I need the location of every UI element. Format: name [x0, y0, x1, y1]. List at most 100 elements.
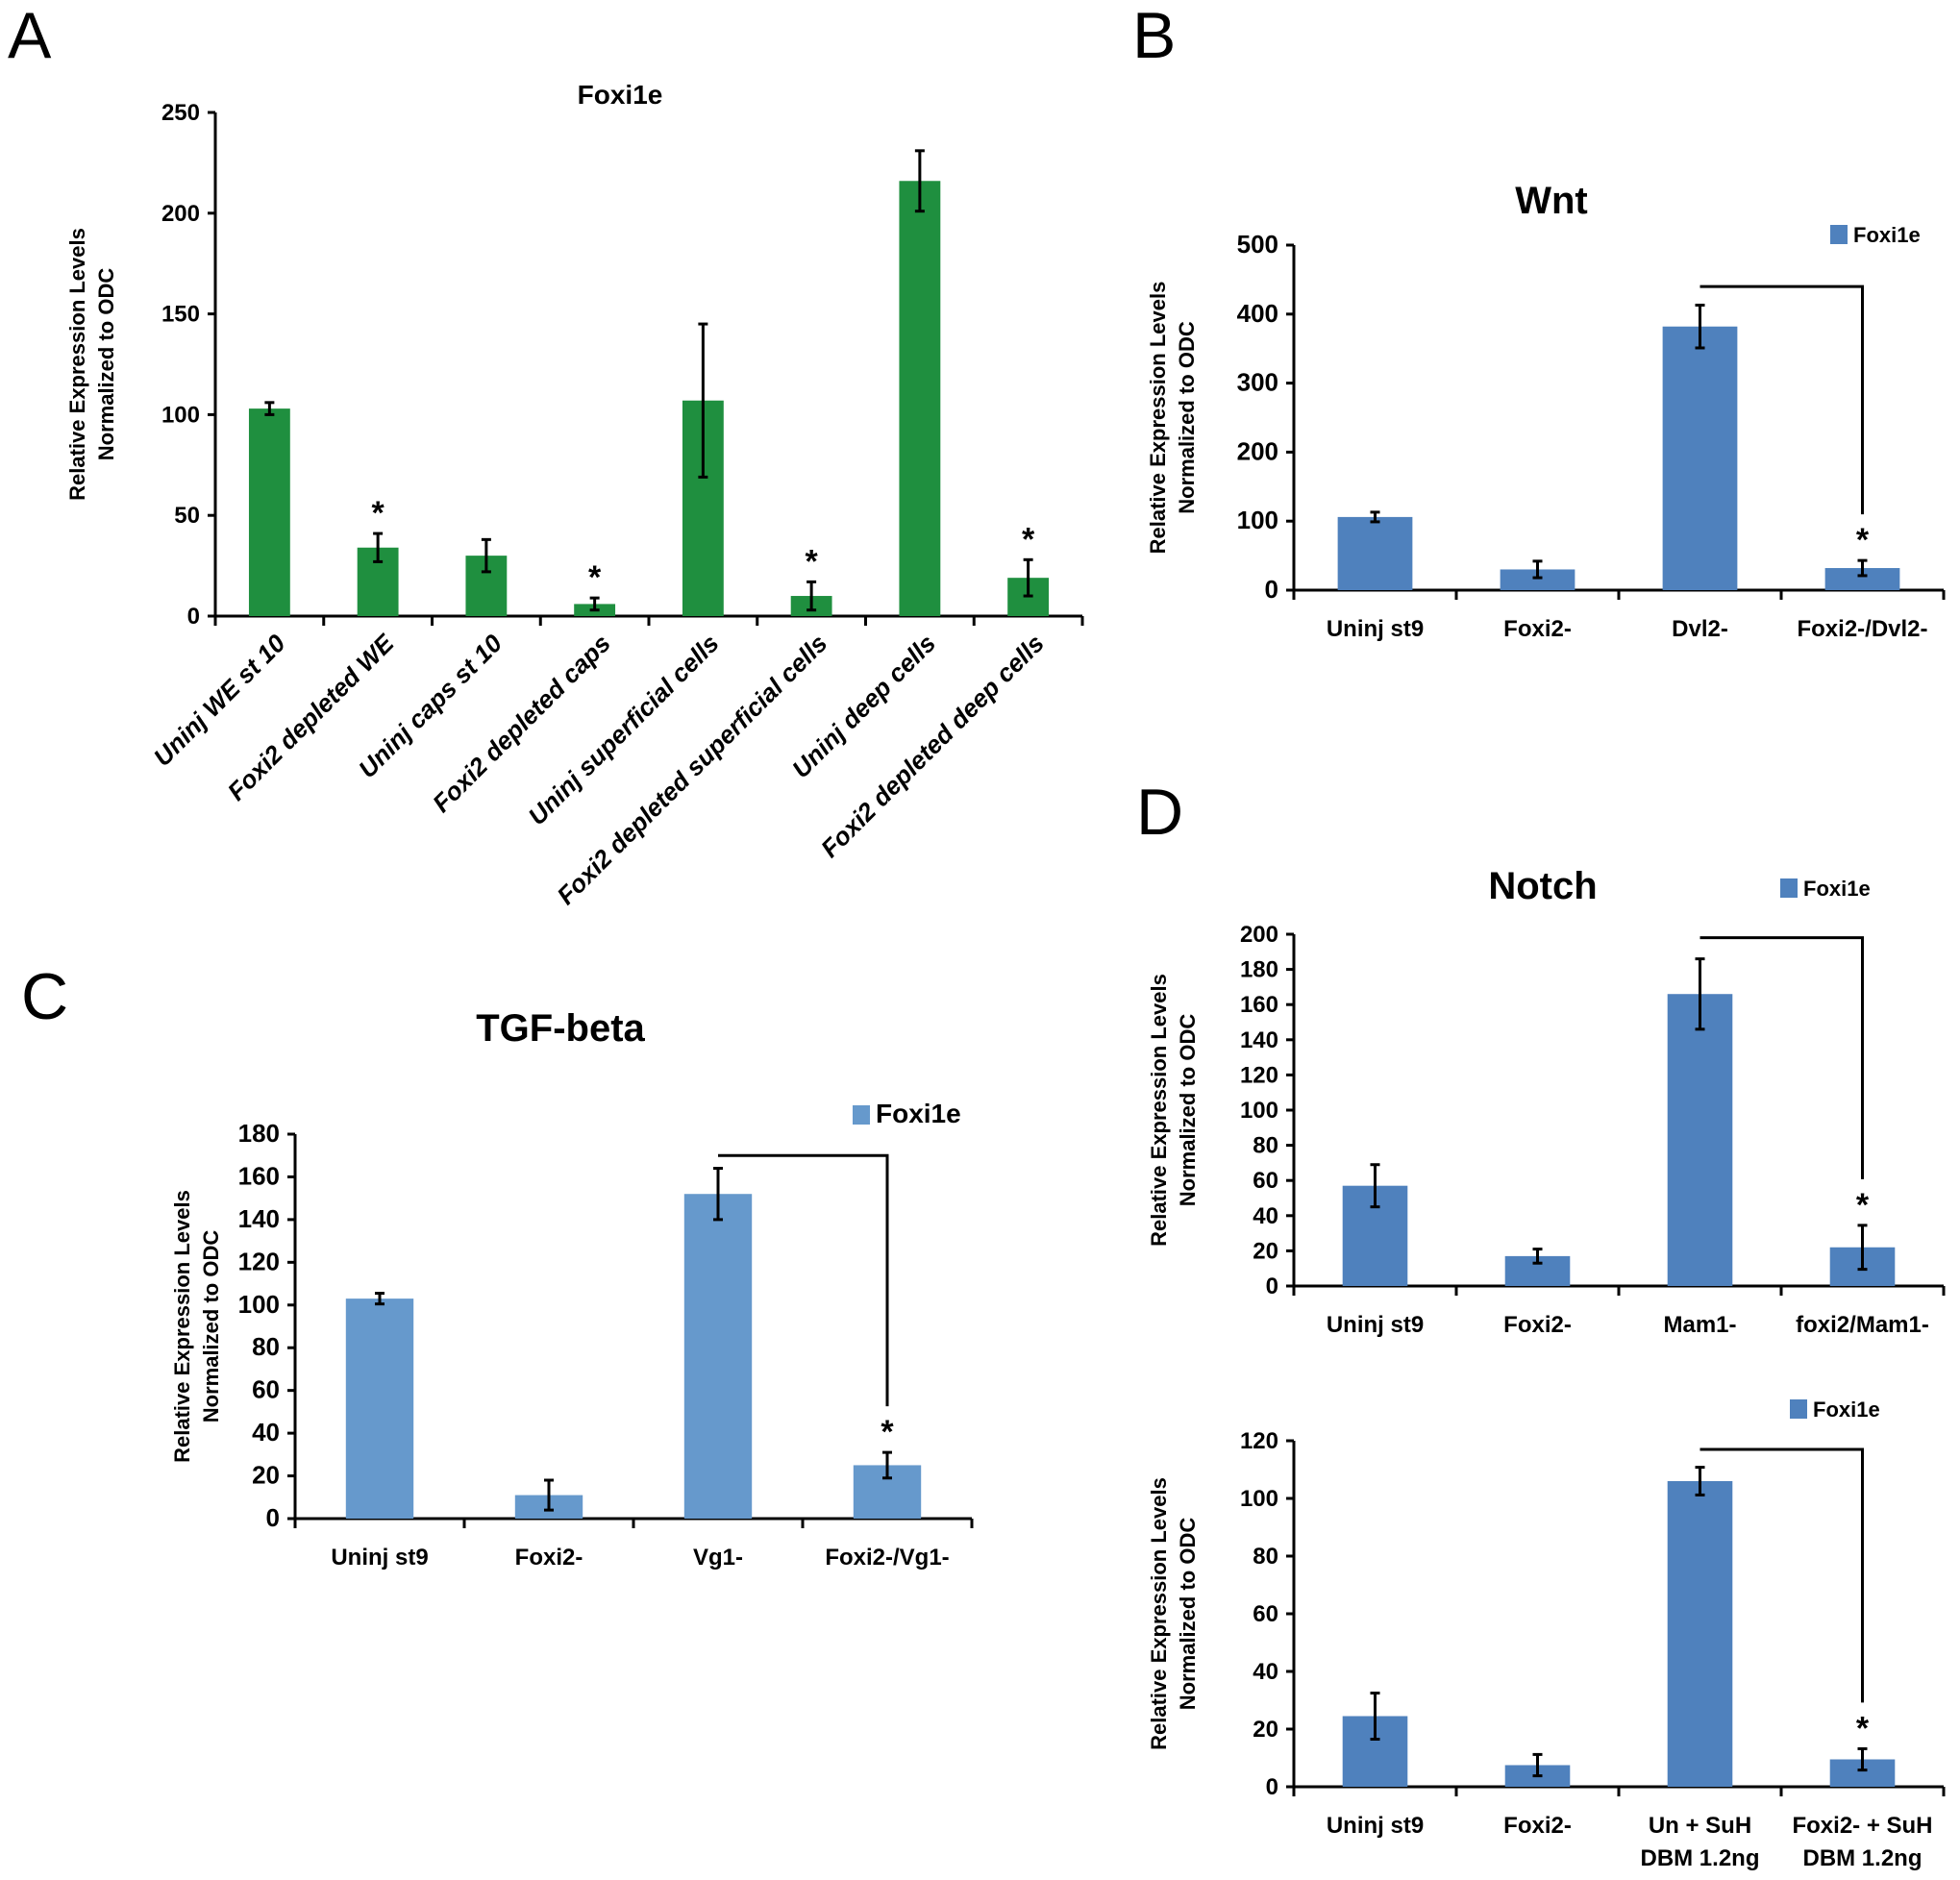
y-tick-label: 60 [1253, 1601, 1278, 1627]
x-tick-label: Foxi2- [1503, 616, 1572, 642]
legend-label: Foxi1e [876, 1099, 961, 1128]
y-tick-label: 200 [1240, 922, 1278, 948]
panel-letter-b: B [1132, 0, 1176, 72]
significance-bracket [718, 1153, 889, 1407]
y-tick-label: 40 [252, 1418, 280, 1447]
y-axis-label: Relative Expression Levels [170, 1190, 194, 1463]
y-tick-label: 250 [161, 100, 200, 126]
chart-title: Foxi1e [578, 80, 663, 110]
x-tick-label: Dvl2- [1672, 616, 1728, 642]
y-tick-label: 150 [161, 302, 200, 328]
y-tick-label: 500 [1237, 230, 1278, 259]
y-tick-label: 100 [238, 1290, 280, 1319]
y-tick-label: 20 [252, 1461, 280, 1490]
significance-star: * [1856, 522, 1870, 558]
y-tick-label: 200 [1237, 436, 1278, 465]
legend-label: Foxi1e [1803, 877, 1871, 901]
y-tick-label: 0 [1266, 1774, 1278, 1800]
significance-star: * [1856, 1710, 1870, 1746]
significance-star: * [588, 559, 602, 596]
panel-letter-a: A [8, 0, 52, 72]
significance-star: * [372, 495, 385, 532]
y-axis-label: Normalized to ODC [1176, 1014, 1200, 1207]
y-axis-label: Normalized to ODC [1176, 1518, 1200, 1711]
significance-star: * [806, 543, 819, 580]
x-tick-label: Foxi2-/Vg1- [825, 1545, 949, 1571]
legend-swatch [1780, 878, 1798, 898]
y-tick-label: 100 [1237, 506, 1278, 534]
bar [1824, 568, 1900, 590]
y-tick-label: 300 [1237, 368, 1278, 397]
x-tick-label: Foxi2-/Dvl2- [1797, 616, 1927, 642]
y-tick-label: 80 [1253, 1544, 1278, 1570]
x-tick-label: Foxi2 depleted deep cells [815, 629, 1050, 863]
y-tick-label: 160 [1240, 992, 1278, 1018]
chart-c: TGF-beta Relative Expression Levels Normal… [170, 1007, 974, 1571]
legend-swatch [1830, 225, 1848, 244]
legend-label: Foxi1e [1853, 223, 1921, 247]
y-tick-label: 400 [1237, 299, 1278, 328]
bar [1662, 326, 1738, 590]
x-tick-label: Foxi2- [1503, 1312, 1572, 1338]
y-tick-label: 0 [1266, 1274, 1278, 1299]
chart-title: Notch [1488, 865, 1597, 907]
significance-star: * [1856, 1187, 1870, 1224]
y-tick-label: 80 [252, 1332, 280, 1361]
y-axis-label: Normalized to ODC [1175, 321, 1199, 514]
y-tick-label: 0 [1265, 575, 1278, 604]
bar [248, 408, 290, 616]
x-tick-label: Foxi2 depleted caps [427, 629, 616, 818]
x-tick-label: Uninj st9 [1327, 1813, 1424, 1839]
x-tick-label: Uninj superficial cells [522, 629, 724, 830]
y-tick-label: 120 [1240, 1428, 1278, 1454]
y-tick-label: 180 [1240, 957, 1278, 983]
y-tick-label: 40 [1253, 1203, 1278, 1229]
y-tick-label: 60 [1253, 1168, 1278, 1194]
y-tick-label: 140 [238, 1204, 280, 1233]
y-tick-label: 200 [161, 201, 200, 227]
x-tick-label: DBM 1.2ng [1802, 1845, 1922, 1871]
y-tick-label: 100 [161, 402, 200, 428]
y-tick-label: 60 [252, 1375, 280, 1404]
y-tick-label: 20 [1253, 1717, 1278, 1743]
panel-letter-c: C [21, 960, 68, 1033]
bar [1500, 569, 1575, 590]
x-tick-label: Uninj st9 [331, 1545, 428, 1571]
y-tick-label: 180 [238, 1119, 280, 1148]
y-tick-label: 50 [174, 503, 200, 529]
legend-swatch [853, 1105, 870, 1125]
y-axis-label: Normalized to ODC [199, 1230, 223, 1423]
x-tick-label: foxi2/Mam1- [1796, 1312, 1929, 1338]
chart-d1: Notch Relative Expression Levels Normalize… [1147, 865, 1946, 1338]
chart-title: TGF-beta [476, 1007, 645, 1050]
y-axis-label: Relative Expression Levels [1147, 974, 1171, 1247]
y-tick-label: 120 [1240, 1062, 1278, 1088]
y-tick-label: 0 [266, 1503, 280, 1532]
y-tick-label: 100 [1240, 1486, 1278, 1512]
y-axis-label: Normalized to ODC [94, 268, 118, 461]
chart-a: Foxi1e Relative Expression Levels Normaliz… [65, 80, 1084, 910]
x-tick-label: Foxi2- [515, 1545, 583, 1571]
y-axis-label: Relative Expression Levels [1147, 1477, 1171, 1750]
y-tick-label: 40 [1253, 1659, 1278, 1685]
y-tick-label: 100 [1240, 1098, 1278, 1124]
significance-star: * [1022, 521, 1035, 557]
x-tick-label: Foxi2- [1503, 1813, 1572, 1839]
y-axis-label: Relative Expression Levels [1146, 282, 1170, 555]
bar [1337, 516, 1413, 590]
y-tick-label: 0 [187, 604, 200, 630]
bar [1667, 1481, 1733, 1787]
bar [683, 1194, 753, 1519]
y-tick-label: 80 [1253, 1133, 1278, 1159]
x-tick-label: Uninj st9 [1327, 616, 1424, 642]
x-tick-label: Uninj st9 [1327, 1312, 1424, 1338]
y-tick-label: 140 [1240, 1027, 1278, 1053]
bar [345, 1299, 414, 1519]
bar [899, 181, 941, 616]
legend-label: Foxi1e [1813, 1398, 1880, 1422]
y-tick-label: 20 [1253, 1238, 1278, 1264]
x-tick-label: Mam1- [1663, 1312, 1736, 1338]
significance-bracket [1699, 936, 1864, 1179]
